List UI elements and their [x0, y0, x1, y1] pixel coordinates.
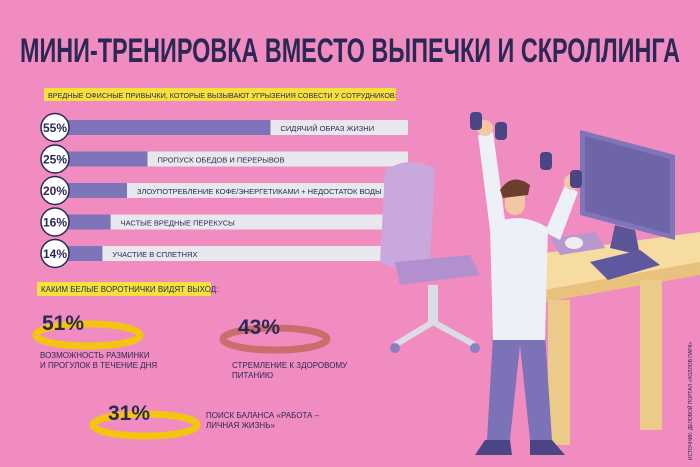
bar: [45, 120, 271, 135]
ring-label: СТРЕМЛЕНИЕ К ЗДОРОВОМУ: [232, 361, 348, 370]
bar-track: [45, 246, 408, 261]
value-label: 55%: [43, 121, 67, 135]
subtitle: ВРЕДНЫЕ ОФИСНЫЕ ПРИВЫЧКИ, КОТОРЫЕ ВЫЗЫВА…: [48, 91, 397, 100]
value-badge: [40, 144, 70, 174]
value-badge: [40, 112, 70, 143]
ring-label: И ПРОГУЛОК В ТЕЧЕНИЕ ДНЯ: [40, 361, 157, 370]
subtitle-highlight: [44, 88, 396, 101]
value-badge: [40, 175, 70, 206]
ring: [219, 324, 331, 354]
value-label: 51%: [42, 312, 84, 335]
value-label: 25%: [43, 153, 67, 167]
subtitle: КАКИМ БЕЛЫЕ ВОРОТНИЧКИ ВИДЯТ ВЫХОД:: [41, 285, 218, 294]
ring-label: ПИТАНИЮ: [232, 371, 273, 380]
value-badge: [40, 238, 70, 269]
value-label: 14%: [43, 247, 67, 261]
ring-label: ВОЗМОЖНОСТЬ РАЗМИНКИ: [40, 351, 150, 360]
value-label: 43%: [238, 316, 280, 339]
source: ИСТОЧНИК: ДЕЛОВОЙ ПОРТАЛ «ХОЛЛОВ.ПАРК»: [686, 341, 694, 460]
ring-label: ЛИЧНАЯ ЖИЗНЬ»: [206, 421, 275, 430]
ring-label: ПОИСК БАЛАНСА «РАБОТА –: [206, 411, 320, 420]
subtitle-highlight: [37, 282, 211, 296]
ring: [89, 410, 201, 440]
bar: [45, 151, 148, 167]
bar-label: УЧАСТИЕ В СПЛЕТНЯХ: [112, 250, 197, 259]
ring: [32, 320, 144, 350]
value-label: 20%: [43, 184, 67, 198]
illustration: [380, 112, 700, 455]
title: МИНИ-ТРЕНИРОВКА ВМЕСТО ВЫПЕЧКИ И СКРОЛЛИ…: [20, 32, 680, 70]
bar-track: [45, 214, 408, 230]
bar-label: СИДЯЧИЙ ОБРАЗ ЖИЗНИ: [281, 124, 375, 133]
bar-label: ПРОПУСК ОБЕДОВ И ПЕРЕРЫВОВ: [158, 156, 285, 165]
value-label: 16%: [43, 216, 67, 230]
bar-label: ЧАСТЫЕ ВРЕДНЫЕ ПЕРЕКУСЫ: [121, 219, 236, 228]
bar-track: [45, 183, 408, 198]
value-badge: [40, 207, 70, 237]
bar-label: ЗЛОУПОТРЕБЛЕНИЕ КОФЕ/ЭНЕРГЕТИКАМИ + НЕДО…: [137, 187, 382, 196]
value-label: 31%: [108, 402, 150, 425]
